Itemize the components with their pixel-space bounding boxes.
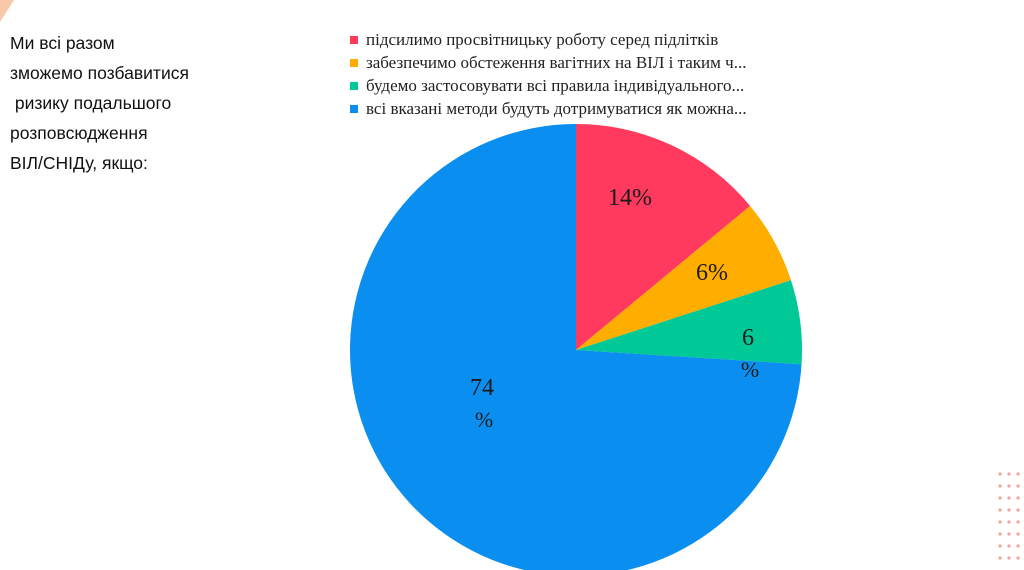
decorative-dot-grid	[998, 472, 1020, 560]
legend-label: забезпечимо обстеження вагітних на ВІЛ і…	[366, 53, 747, 72]
decor-dot	[998, 508, 1002, 512]
decor-dot	[998, 496, 1002, 500]
legend-item: будемо застосовувати всі правила індивід…	[350, 74, 747, 97]
legend-swatch	[350, 81, 358, 90]
decor-dot	[998, 556, 1002, 560]
decor-dot	[1007, 484, 1011, 488]
slice-data-label: 6%	[696, 260, 728, 286]
question-line-2: зможемо позбавитися	[10, 63, 189, 83]
pie-slice	[350, 124, 802, 570]
decor-dot	[1016, 520, 1020, 524]
decor-dot	[998, 472, 1002, 476]
decor-dot	[1007, 508, 1011, 512]
decor-dot	[1016, 532, 1020, 536]
question-text: Ми всі разом зможемо позбавитися ризику …	[10, 28, 240, 178]
decor-dot	[998, 544, 1002, 548]
pie-slice	[576, 280, 802, 365]
decor-dot	[1016, 472, 1020, 476]
decor-dot	[1007, 532, 1011, 536]
legend-label: будемо застосовувати всі правила індивід…	[366, 76, 745, 95]
slice-data-label: 14%	[608, 185, 652, 211]
pie-slice	[576, 124, 751, 350]
decor-dot	[1007, 496, 1011, 500]
decor-dot	[1007, 544, 1011, 548]
decor-dot	[1016, 496, 1020, 500]
decor-dot	[1007, 520, 1011, 524]
question-line-5: ВІЛ/СНІДу, якщо:	[10, 153, 148, 173]
slice-data-label: 74%	[470, 375, 494, 432]
slice-data-label: 6%	[741, 325, 759, 382]
question-line-1: Ми всі разом	[10, 33, 115, 53]
legend-item: всі вказані методи будуть дотримуватися …	[350, 97, 747, 120]
legend-swatch	[350, 58, 358, 67]
decor-dot	[1016, 484, 1020, 488]
question-line-3: ризику подальшого	[10, 93, 172, 113]
decor-dot	[1007, 556, 1011, 560]
legend-swatch	[350, 35, 358, 44]
decor-dot	[1007, 472, 1011, 476]
pie-slice	[576, 205, 791, 350]
legend-label: підсилимо просвітницьку роботу серед під…	[366, 30, 719, 49]
legend-label: всі вказані методи будуть дотримуватися …	[366, 99, 747, 118]
decor-dot	[998, 520, 1002, 524]
chart-legend: підсилимо просвітницьку роботу серед під…	[350, 28, 747, 120]
question-line-4: розповсюдження	[10, 123, 148, 143]
legend-item: забезпечимо обстеження вагітних на ВІЛ і…	[350, 51, 747, 74]
decor-dot	[1016, 556, 1020, 560]
decor-dot	[1016, 544, 1020, 548]
decor-dot	[1016, 508, 1020, 512]
legend-swatch	[350, 104, 358, 113]
legend-item: підсилимо просвітницьку роботу серед під…	[350, 28, 747, 51]
decor-dot	[998, 532, 1002, 536]
decor-dot	[998, 484, 1002, 488]
corner-decoration	[0, 0, 14, 22]
